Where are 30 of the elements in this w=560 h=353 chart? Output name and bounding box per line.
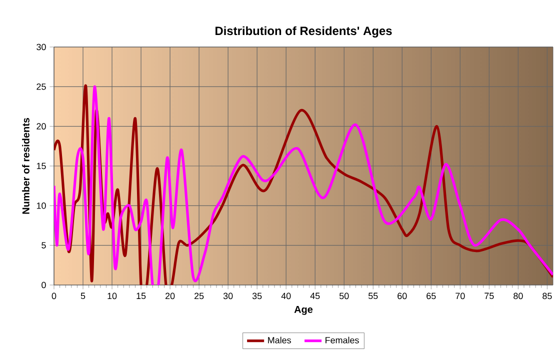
x-tick-label: 40 <box>281 292 291 300</box>
x-tick-label: 75 <box>484 292 494 300</box>
x-tick-label: 5 <box>80 292 86 300</box>
x-tick-label: 30 <box>223 292 233 300</box>
x-tick-label: 70 <box>456 292 465 300</box>
x-tick-label: 35 <box>252 292 262 300</box>
y-tick-label: 30 <box>36 44 46 50</box>
x-tick-label: 65 <box>426 292 436 300</box>
x-tick-label: 0 <box>52 292 56 300</box>
x-tick-label: 85 <box>542 292 552 300</box>
legend-label: Females <box>326 336 359 344</box>
x-tick-label: 25 <box>194 292 204 300</box>
y-tick-label: 25 <box>36 83 46 90</box>
x-tick-label: 50 <box>339 292 349 300</box>
y-tick-label: 10 <box>36 202 46 209</box>
x-tick-label: 60 <box>398 292 407 300</box>
legend-label: Males <box>268 336 291 344</box>
y-axis-title: Number of residents <box>22 118 30 214</box>
x-tick-label: 45 <box>310 292 320 300</box>
y-tick-label: 15 <box>36 162 46 170</box>
x-axis-title: Age <box>294 306 313 315</box>
x-tick-label: 55 <box>368 292 378 300</box>
y-tick-label: 5 <box>42 242 46 248</box>
x-tick-label: 10 <box>108 292 117 300</box>
x-tick-label: 20 <box>166 292 175 300</box>
x-tick-label: 80 <box>514 292 523 300</box>
chart-title: Distribution of Residents' Ages <box>216 26 392 38</box>
y-tick-label: 0 <box>42 282 46 288</box>
y-tick-label: 20 <box>36 123 46 130</box>
x-tick-label: 15 <box>136 292 146 300</box>
